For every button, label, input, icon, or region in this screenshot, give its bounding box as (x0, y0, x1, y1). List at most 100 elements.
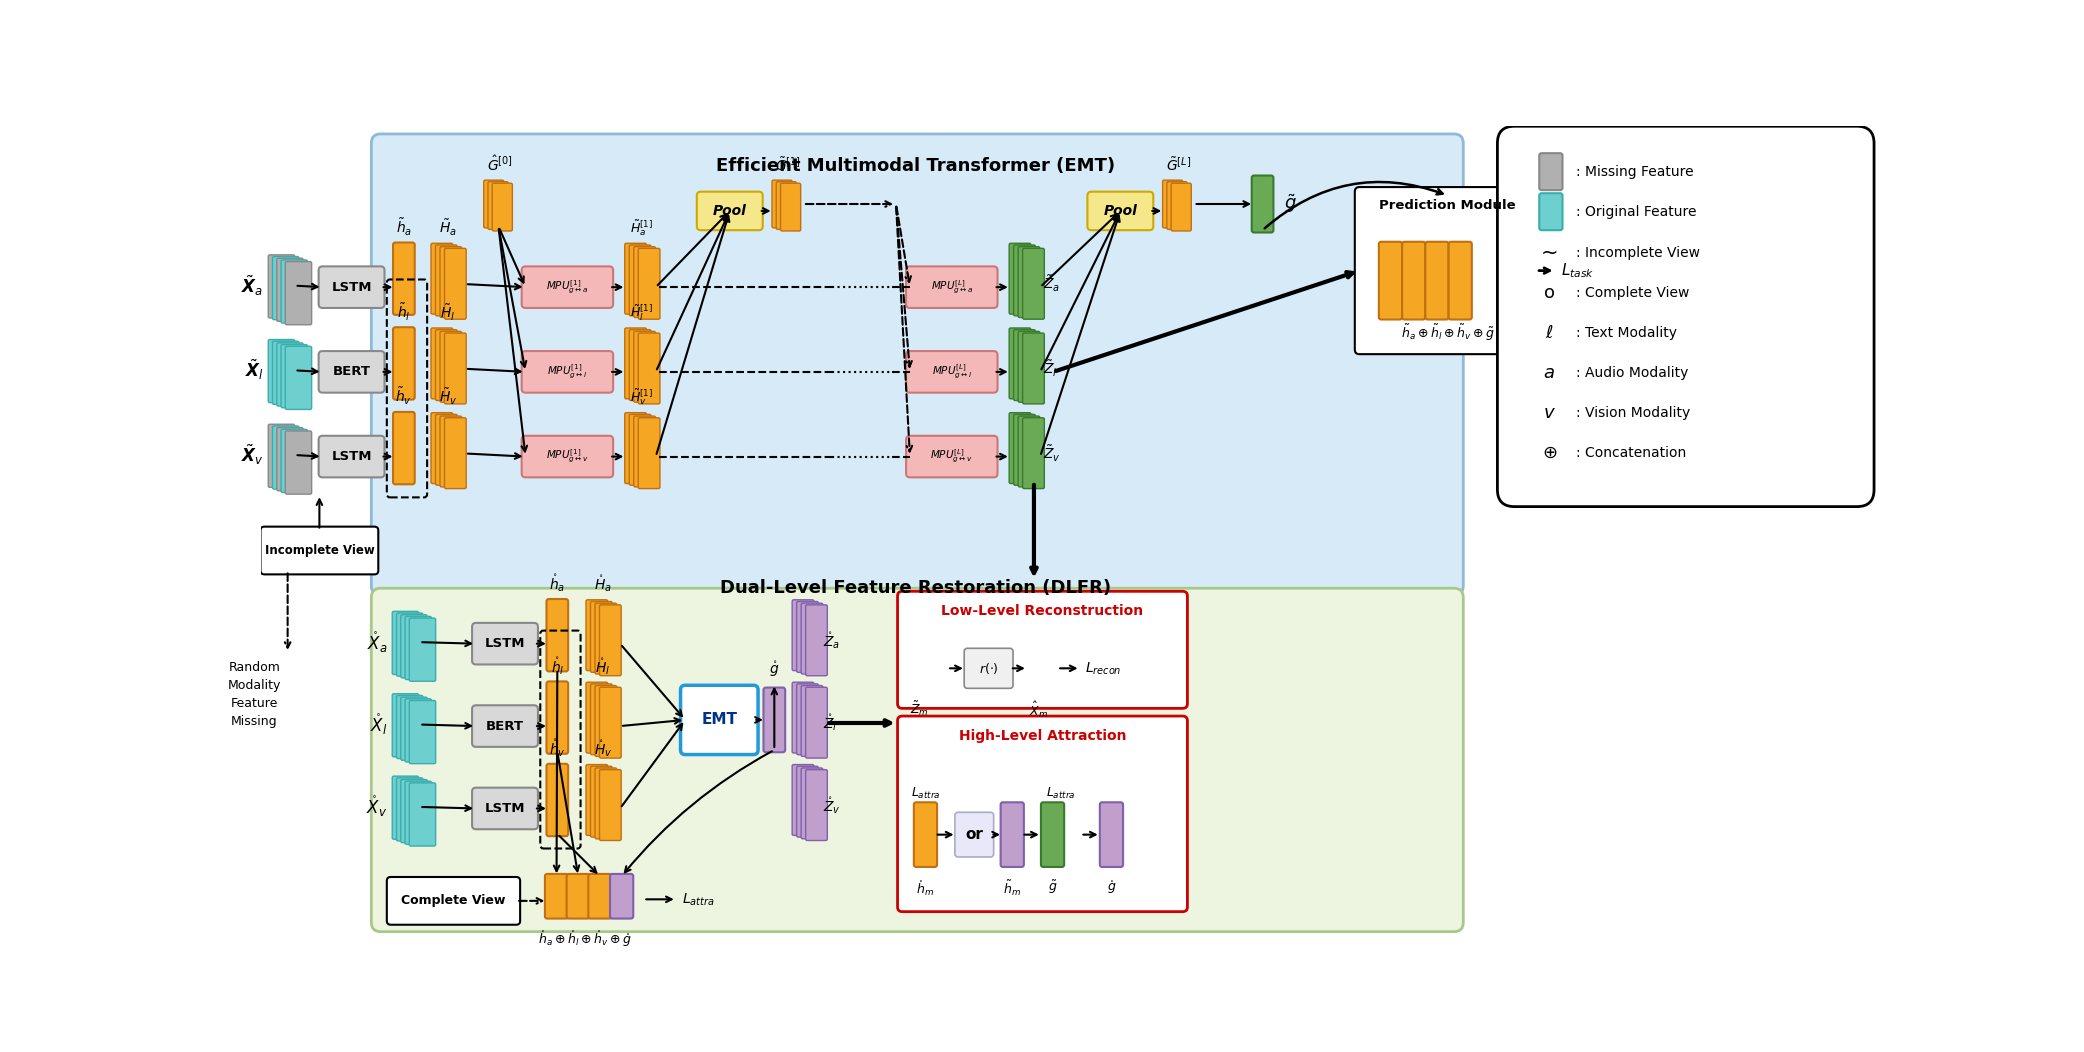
Text: $\mathring{h}_l$: $\mathring{h}_l$ (550, 655, 565, 676)
Text: $\mathring{X}_a$: $\mathring{X}_a$ (367, 630, 388, 654)
Text: $\tilde{Z}_l$: $\tilde{Z}_l$ (1044, 359, 1059, 379)
FancyBboxPatch shape (444, 248, 467, 319)
FancyBboxPatch shape (392, 776, 419, 839)
Text: LSTM: LSTM (331, 281, 371, 294)
FancyBboxPatch shape (792, 600, 815, 670)
Text: Pool: Pool (713, 204, 746, 218)
FancyBboxPatch shape (1540, 154, 1563, 190)
FancyBboxPatch shape (1425, 242, 1448, 320)
Text: $L_{attra}$: $L_{attra}$ (681, 891, 715, 908)
Text: o: o (1544, 284, 1555, 302)
FancyBboxPatch shape (269, 340, 294, 403)
Text: $\tilde{\boldsymbol{X}}_l$: $\tilde{\boldsymbol{X}}_l$ (244, 358, 263, 383)
FancyBboxPatch shape (319, 436, 386, 478)
FancyBboxPatch shape (1023, 248, 1044, 319)
Text: $\mathring{Z}_a$: $\mathring{Z}_a$ (823, 630, 840, 651)
Text: : Text Modality: : Text Modality (1576, 326, 1678, 340)
FancyBboxPatch shape (1540, 194, 1563, 230)
FancyBboxPatch shape (600, 770, 621, 841)
Text: $\mathring{X}_v$: $\mathring{X}_v$ (367, 794, 388, 820)
Text: LSTM: LSTM (486, 638, 525, 650)
FancyBboxPatch shape (1013, 245, 1036, 316)
FancyBboxPatch shape (473, 623, 538, 665)
FancyBboxPatch shape (807, 687, 827, 758)
Text: : Audio Modality: : Audio Modality (1576, 366, 1688, 380)
FancyBboxPatch shape (1013, 329, 1036, 401)
FancyBboxPatch shape (807, 770, 827, 841)
FancyBboxPatch shape (954, 812, 994, 857)
Text: Pool: Pool (1102, 204, 1138, 218)
FancyBboxPatch shape (629, 245, 650, 316)
FancyBboxPatch shape (782, 183, 800, 231)
FancyBboxPatch shape (590, 766, 613, 837)
FancyBboxPatch shape (1019, 331, 1040, 402)
FancyBboxPatch shape (546, 764, 569, 836)
FancyBboxPatch shape (404, 782, 431, 845)
FancyBboxPatch shape (792, 682, 815, 753)
FancyBboxPatch shape (907, 436, 998, 478)
FancyBboxPatch shape (796, 766, 819, 837)
FancyBboxPatch shape (436, 414, 456, 485)
FancyBboxPatch shape (400, 697, 427, 761)
Text: $\tilde{G}^{[1]}$: $\tilde{G}^{[1]}$ (775, 157, 800, 174)
FancyBboxPatch shape (1019, 417, 1040, 487)
Text: $\tilde{h}_a\oplus\tilde{h}_l\oplus\tilde{h}_v\oplus\tilde{g}$: $\tilde{h}_a\oplus\tilde{h}_l\oplus\tild… (1400, 322, 1494, 343)
Text: $\tilde{H}_a$: $\tilde{H}_a$ (440, 218, 456, 238)
FancyBboxPatch shape (1032, 644, 1055, 703)
Text: $\mathring{h}_a\oplus\mathring{h}_l\oplus\mathring{h}_v\oplus\mathring{g}$: $\mathring{h}_a\oplus\mathring{h}_l\oplu… (538, 929, 631, 949)
FancyBboxPatch shape (1088, 191, 1152, 230)
Text: $\mathring{H}_l$: $\mathring{H}_l$ (596, 656, 611, 676)
FancyBboxPatch shape (277, 343, 302, 406)
Text: $\mathring{X}_l$: $\mathring{X}_l$ (371, 712, 388, 736)
Text: $\mathring{H}_a$: $\mathring{H}_a$ (594, 573, 613, 594)
FancyBboxPatch shape (1013, 414, 1036, 485)
FancyBboxPatch shape (273, 426, 298, 489)
Text: : Incomplete View: : Incomplete View (1576, 245, 1701, 260)
Text: $L_{task}$: $L_{task}$ (1561, 261, 1594, 280)
FancyBboxPatch shape (488, 182, 508, 229)
FancyBboxPatch shape (596, 768, 617, 838)
FancyBboxPatch shape (763, 688, 786, 752)
FancyBboxPatch shape (281, 260, 306, 323)
FancyBboxPatch shape (1100, 803, 1123, 867)
FancyBboxPatch shape (408, 619, 436, 682)
FancyBboxPatch shape (800, 768, 823, 838)
Text: High-Level Attraction: High-Level Attraction (959, 729, 1125, 743)
FancyBboxPatch shape (521, 436, 613, 478)
FancyBboxPatch shape (638, 333, 661, 404)
FancyBboxPatch shape (792, 765, 815, 835)
Text: $\tilde{H}_l$: $\tilde{H}_l$ (440, 303, 456, 323)
Text: Dual-Level Feature Restoration (DLFR): Dual-Level Feature Restoration (DLFR) (719, 580, 1111, 598)
FancyBboxPatch shape (696, 191, 763, 230)
Text: $\tilde{H}^{[1]}_v$: $\tilde{H}^{[1]}_v$ (629, 387, 654, 407)
Text: BERT: BERT (486, 720, 523, 732)
FancyBboxPatch shape (600, 687, 621, 758)
FancyBboxPatch shape (269, 255, 294, 318)
FancyBboxPatch shape (625, 243, 646, 315)
Text: $\tilde{H}_v$: $\tilde{H}_v$ (440, 387, 456, 407)
Text: $\mathring{H}_v$: $\mathring{H}_v$ (594, 739, 613, 760)
FancyBboxPatch shape (281, 429, 306, 492)
Text: $\tilde{Z}_a$: $\tilde{Z}_a$ (1044, 275, 1061, 295)
Text: $\tilde{Z}_m$: $\tilde{Z}_m$ (911, 700, 929, 719)
Text: $\tilde{G}^{[L]}$: $\tilde{G}^{[L]}$ (1165, 157, 1190, 174)
FancyBboxPatch shape (1040, 647, 1063, 706)
FancyBboxPatch shape (1448, 242, 1471, 320)
FancyBboxPatch shape (807, 605, 827, 675)
FancyBboxPatch shape (915, 641, 934, 700)
FancyBboxPatch shape (567, 874, 590, 918)
FancyBboxPatch shape (596, 686, 617, 756)
Text: : Complete View: : Complete View (1576, 285, 1690, 300)
FancyBboxPatch shape (586, 600, 609, 670)
Text: ~: ~ (1540, 243, 1559, 263)
FancyBboxPatch shape (492, 183, 513, 231)
FancyBboxPatch shape (546, 599, 569, 671)
FancyBboxPatch shape (588, 874, 611, 918)
FancyBboxPatch shape (796, 684, 819, 754)
FancyBboxPatch shape (436, 329, 456, 401)
FancyBboxPatch shape (638, 418, 661, 488)
Text: : Missing Feature: : Missing Feature (1576, 165, 1694, 180)
FancyBboxPatch shape (1009, 328, 1032, 399)
FancyBboxPatch shape (392, 693, 419, 756)
FancyBboxPatch shape (319, 266, 386, 308)
